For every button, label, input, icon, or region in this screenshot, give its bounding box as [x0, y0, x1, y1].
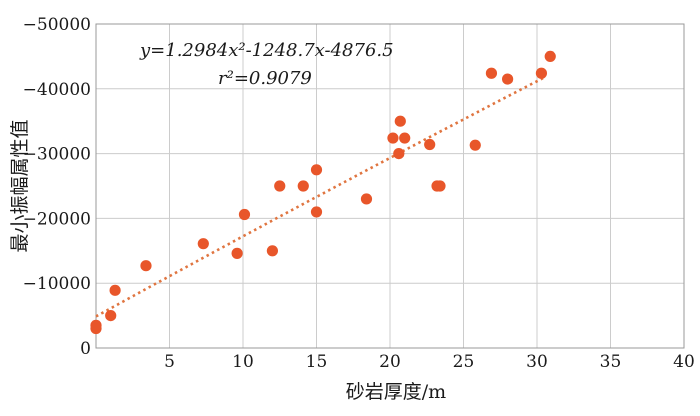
data-point	[231, 247, 243, 259]
data-point	[394, 115, 406, 127]
y-tick-label: −30000	[23, 145, 91, 165]
data-point	[399, 132, 411, 144]
x-tick-label: 25	[453, 352, 475, 372]
data-point	[297, 180, 309, 192]
data-point	[360, 193, 373, 205]
x-tick-label: 35	[600, 352, 622, 372]
data-point	[266, 245, 278, 257]
x-tick-label: 40	[673, 352, 695, 372]
x-tick-label: 30	[526, 352, 548, 372]
x-tick-label: 5	[164, 352, 175, 372]
x-axis-title: 砂岩厚度/m	[346, 381, 446, 403]
data-point	[387, 132, 399, 144]
data-point	[424, 138, 436, 151]
x-tick-label: 15	[306, 352, 328, 372]
data-point	[274, 180, 286, 192]
y-tick-label: 0	[80, 339, 91, 359]
plot-frame	[95, 23, 685, 349]
data-point	[90, 319, 102, 331]
data-point	[502, 73, 514, 85]
y-tick-label: −10000	[23, 274, 91, 294]
data-point	[469, 139, 481, 151]
data-point	[197, 238, 209, 250]
trendline-equation: y=1.2984x²-1248.7x-4876.5	[139, 40, 394, 61]
y-axis-title: 最小振幅属性值	[9, 119, 31, 252]
data-point	[544, 50, 556, 63]
data-point	[140, 260, 152, 272]
data-points	[90, 50, 556, 335]
y-tick-label: −20000	[23, 209, 91, 229]
data-point	[485, 67, 498, 79]
data-point	[535, 67, 548, 79]
y-tick-label: −50000	[23, 15, 91, 35]
data-point	[393, 148, 405, 160]
data-point	[310, 206, 323, 218]
x-tick-label: 20	[379, 352, 401, 372]
y-axis-ticks: 0 −10000 −20000 −30000 −40000 −50000	[23, 15, 91, 359]
data-point	[105, 310, 117, 322]
trendline	[95, 76, 545, 318]
data-point	[310, 164, 323, 176]
data-point	[434, 180, 446, 192]
grid	[96, 23, 685, 349]
data-point	[109, 284, 121, 296]
x-axis-ticks: 5 10 15 20 25 30 35 40	[164, 352, 695, 372]
x-tick-label: 10	[232, 352, 254, 372]
data-point	[238, 208, 251, 221]
y-tick-label: −40000	[23, 80, 91, 100]
r-squared-label: r²=0.9079	[218, 68, 312, 89]
